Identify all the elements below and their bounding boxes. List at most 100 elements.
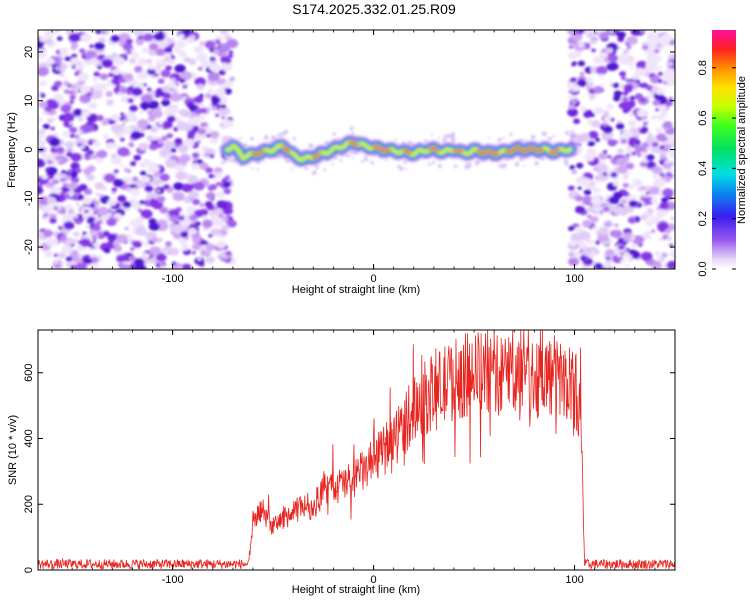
noise-blob: [117, 195, 127, 203]
noise-blob: [166, 133, 174, 139]
snr-ytick-label: 400: [23, 429, 35, 447]
noise-blob: [665, 100, 673, 107]
noise-blob: [622, 91, 629, 96]
noise-blob: [201, 240, 208, 246]
noise-speck: [335, 156, 338, 160]
noise-speck: [365, 158, 369, 162]
noise-blob: [86, 224, 91, 228]
noise-blob: [140, 170, 147, 176]
snr-panel: -100 0 100 0 200 400 600 Height of straight li…: [7, 329, 676, 596]
noise-blob: [634, 67, 646, 77]
noise-blob: [651, 263, 662, 269]
noise-blob: [46, 118, 54, 124]
noise-speck: [304, 166, 309, 171]
noise-blob: [579, 132, 590, 141]
noise-blob: [620, 138, 628, 144]
noise-blob: [209, 184, 218, 190]
noise-blob: [201, 60, 210, 68]
noise-blob: [106, 218, 117, 227]
noise-blob: [199, 162, 209, 170]
noise-blob: [645, 137, 655, 144]
noise-blob: [130, 247, 135, 251]
noise-blob: [652, 166, 663, 174]
noise-blob: [122, 201, 132, 209]
noise-blob: [633, 144, 640, 150]
noise-speck: [453, 164, 458, 168]
noise-blob: [53, 132, 59, 137]
figure-title: S174.2025.332.01.25.R09: [292, 1, 456, 17]
noise-blob: [181, 263, 192, 269]
noise-blob: [209, 131, 220, 139]
spectrogram-xtick-label: -100: [162, 273, 184, 285]
noise-blob: [646, 85, 654, 91]
noise-blob: [580, 72, 585, 76]
noise-blob: [580, 256, 585, 261]
noise-speck: [363, 156, 368, 160]
noise-blob: [593, 187, 601, 194]
noise-blob: [133, 154, 142, 161]
noise-blob: [586, 238, 593, 244]
noise-blob: [208, 174, 215, 179]
spectrogram-ytick-label: 20: [23, 46, 35, 58]
noise-blob: [194, 257, 205, 265]
noise-blob: [46, 237, 59, 247]
noise-blob: [137, 119, 149, 128]
noise-blob: [613, 181, 620, 187]
noise-blob: [655, 87, 665, 95]
noise-blob: [117, 147, 130, 157]
noise-blob: [640, 82, 649, 89]
noise-blob: [90, 89, 103, 99]
noise-blob: [644, 185, 652, 191]
noise-blob: [654, 49, 660, 54]
noise-blob: [131, 176, 139, 182]
noise-blob: [87, 216, 96, 223]
noise-blob: [123, 73, 134, 82]
noise-blob: [80, 33, 92, 43]
noise-blob: [595, 65, 608, 75]
noise-blob: [135, 227, 147, 236]
noise-blob: [576, 162, 584, 169]
noise-blob: [636, 60, 648, 70]
noise-blob: [170, 148, 177, 153]
noise-blob: [62, 112, 75, 123]
noise-speck: [263, 135, 269, 140]
noise-blob: [63, 104, 71, 110]
noise-blob: [169, 215, 179, 223]
noise-blob: [70, 85, 77, 90]
noise-blob: [189, 34, 196, 40]
noise-blob: [189, 214, 198, 222]
colorbar-label: Normalized spectral amplitude: [736, 76, 748, 224]
noise-speck: [370, 160, 374, 165]
noise-blob: [669, 174, 674, 178]
signal-core: [452, 149, 464, 153]
noise-blob: [605, 262, 611, 266]
noise-blob: [663, 162, 672, 170]
noise-blob: [84, 50, 97, 60]
snr-xtick-label: 100: [565, 574, 583, 586]
noise-blob: [216, 182, 221, 186]
noise-blob: [74, 134, 80, 139]
noise-blob: [102, 230, 110, 237]
noise-speck: [468, 162, 472, 167]
noise-blob: [197, 66, 203, 71]
noise-speck: [349, 126, 354, 131]
noise-blob: [639, 161, 648, 168]
noise-blob: [655, 128, 663, 134]
noise-blob: [173, 47, 181, 53]
noise-blob: [600, 83, 605, 87]
noise-blob: [99, 220, 103, 224]
noise-blob: [69, 95, 76, 100]
noise-blob: [157, 78, 165, 84]
noise-blob: [163, 140, 176, 151]
noise-blob: [647, 132, 652, 136]
noise-blob: [218, 69, 226, 76]
noise-blob: [122, 53, 128, 58]
noise-blob: [128, 143, 135, 148]
noise-blob: [65, 204, 74, 211]
noise-blob: [64, 175, 72, 181]
noise-blob: [177, 144, 189, 154]
noise-blob: [630, 66, 635, 70]
noise-blob: [204, 40, 216, 49]
noise-blob: [175, 40, 187, 49]
noise-blob: [626, 45, 632, 50]
